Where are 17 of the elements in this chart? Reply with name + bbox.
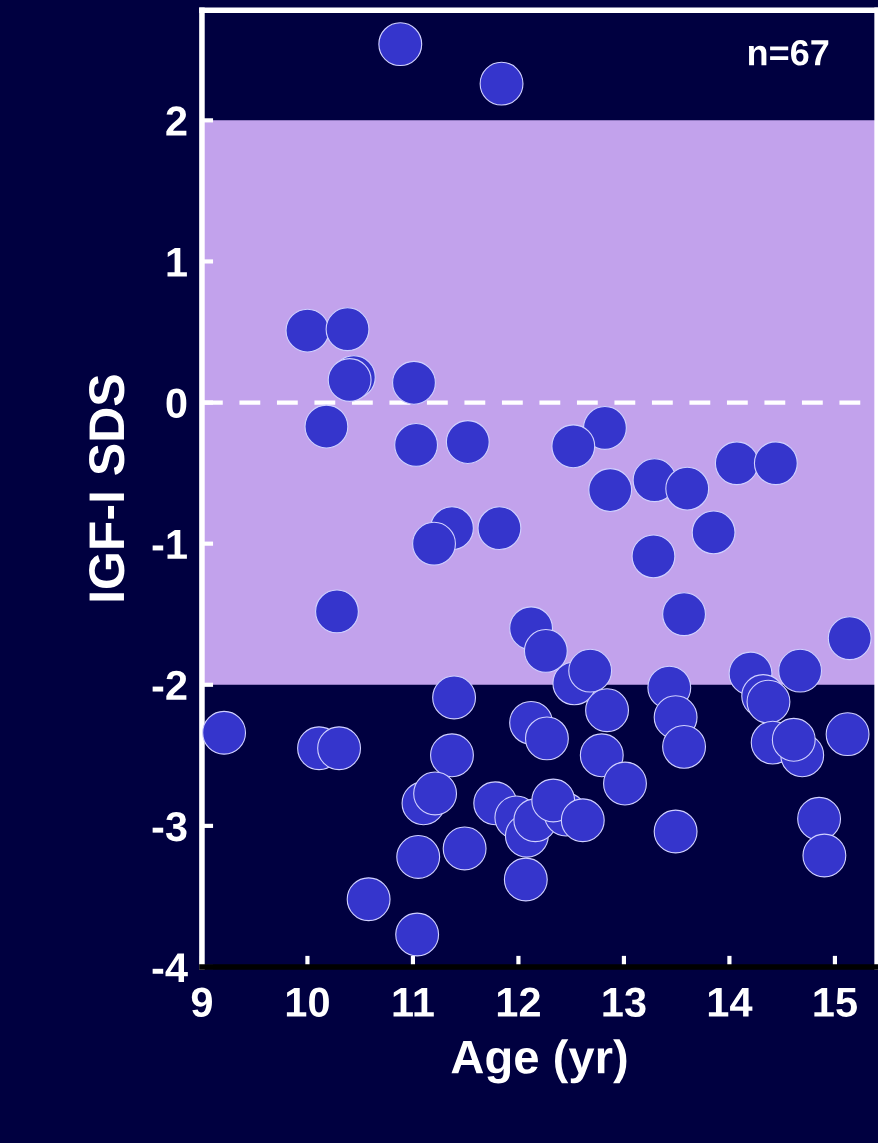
x-tick-label: 10: [286, 987, 329, 1018]
x-tick-label: 14: [708, 987, 753, 1017]
y-tick-label: 2: [166, 106, 187, 136]
y-tick-label: -2: [152, 670, 187, 700]
y-tick-label: 0: [166, 388, 187, 419]
annotation: n=67: [748, 39, 829, 66]
y-tick-label: -3: [152, 811, 187, 842]
x-tick-label: 11: [393, 987, 434, 1017]
x-tick-label: 13: [603, 987, 646, 1018]
y-tick-label: 1: [167, 247, 187, 277]
y-axis-title: IGF-I SDS: [89, 375, 125, 601]
y-tick-label: -4: [152, 953, 188, 983]
x-tick-label: 12: [497, 987, 540, 1017]
x-tick-label: 9: [191, 987, 212, 1018]
x-tick-label: 15: [814, 987, 857, 1018]
x-axis-title: Age (yr): [451, 1039, 627, 1084]
y-tick-label: -1: [152, 530, 187, 559]
